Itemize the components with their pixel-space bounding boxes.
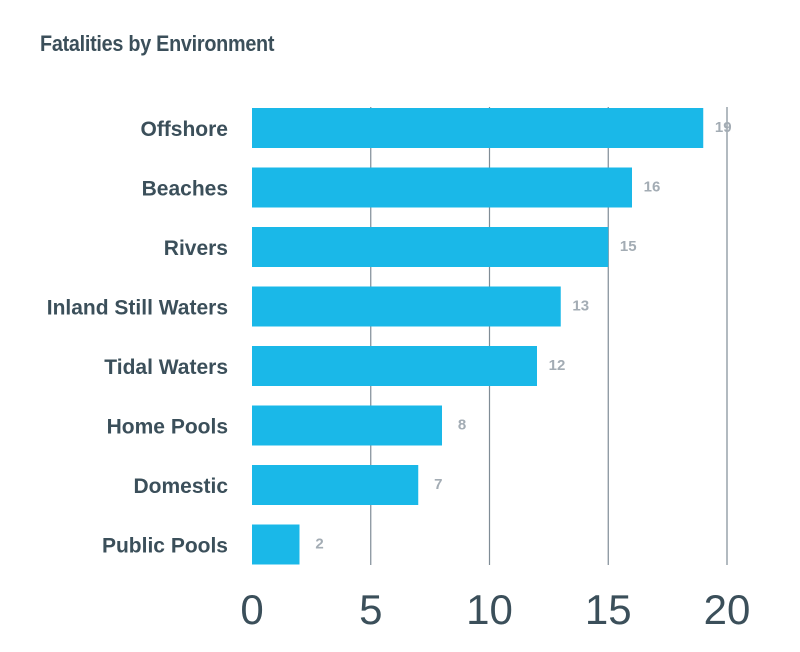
- bar-domestic: [252, 465, 419, 505]
- category-label-inland-still-waters: Inland Still Waters: [47, 297, 228, 320]
- bar-home-pools: [252, 405, 442, 446]
- value-label-home-pools: 8: [458, 417, 466, 434]
- value-label-inland-still-waters: 13: [572, 298, 589, 315]
- bar-offshore: [252, 108, 704, 148]
- category-labels: Offshore Beaches Rivers Inland Still Waters…: [47, 118, 229, 558]
- category-label-beaches: Beaches: [142, 178, 228, 201]
- value-label-public-pools: 2: [315, 536, 323, 553]
- value-labels: 19 16 15 13 12 8 7 2: [315, 119, 731, 553]
- bar-tidal-waters: [252, 346, 537, 386]
- category-label-domestic: Domestic: [133, 475, 228, 498]
- category-label-offshore: Offshore: [140, 118, 228, 141]
- x-tick-label-5: 5: [359, 586, 382, 633]
- chart-title: Fatalities by Environment: [40, 31, 275, 56]
- bar-public-pools: [252, 524, 300, 565]
- x-tick-label-20: 20: [704, 586, 751, 633]
- bar-rivers: [252, 227, 609, 267]
- category-label-rivers: Rivers: [164, 237, 228, 260]
- value-label-tidal-waters: 12: [549, 357, 566, 374]
- bars: [252, 108, 704, 565]
- value-label-offshore: 19: [715, 119, 732, 136]
- x-tick-label-15: 15: [585, 586, 632, 633]
- x-tick-label-10: 10: [466, 586, 513, 633]
- bar-beaches: [252, 167, 632, 208]
- bar-inland-still-waters: [252, 286, 561, 327]
- category-label-public-pools: Public Pools: [102, 535, 228, 558]
- value-label-beaches: 16: [644, 179, 661, 196]
- x-axis-tick-labels: 0 5 10 15 20: [240, 586, 750, 633]
- x-tick-label-0: 0: [240, 586, 263, 633]
- category-label-tidal-waters: Tidal Waters: [104, 356, 228, 379]
- value-label-rivers: 15: [620, 238, 637, 255]
- category-label-home-pools: Home Pools: [107, 416, 228, 439]
- value-label-domestic: 7: [434, 476, 442, 493]
